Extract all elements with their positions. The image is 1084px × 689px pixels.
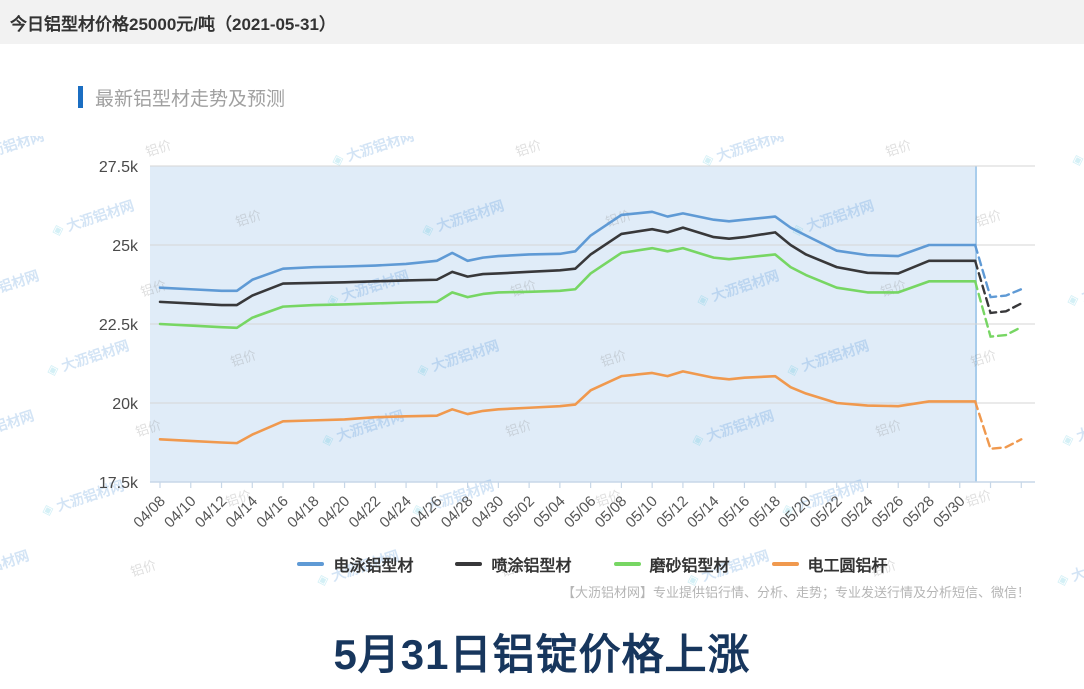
x-axis-label: 05/18	[745, 493, 784, 532]
x-axis-label: 05/10	[622, 493, 661, 532]
y-axis-label: 17.5k	[99, 475, 139, 492]
headline: 5月31日铝锭价格上涨	[333, 631, 751, 678]
price-chart[interactable]: 27.5k 25k 22.5k 20k 17.5k 04/08 04/10 04/12 04/1…	[0, 136, 1084, 556]
legend-item-3[interactable]: 电工圆铝杆	[771, 552, 888, 576]
price-banner-text: 今日铝型材价格25000元/吨（2021-05-31）	[10, 14, 336, 34]
x-axis-label: 04/22	[346, 493, 385, 532]
y-axis-label: 27.5k	[99, 159, 139, 176]
y-axis-label: 25k	[112, 238, 139, 255]
x-axis-label: 05/06	[561, 493, 600, 532]
legend-line-icon	[455, 562, 483, 566]
series-line-1	[158, 226, 977, 307]
x-axis-label: 05/14	[684, 493, 723, 532]
x-axis-label: 04/08	[130, 493, 169, 532]
chart-canvas[interactable]: 27.5k25k22.5k20k17.5k04/0804/1004/1204/1…	[0, 136, 1084, 556]
section-accent-bar	[78, 86, 83, 108]
legend-line-icon	[771, 562, 799, 566]
x-axis-label: 05/12	[653, 493, 692, 532]
legend-item-1[interactable]: 喷涂铝型材	[455, 552, 572, 576]
series-forecast-line-2	[973, 280, 1023, 338]
promo-note: 【大沥铝材网】专业提供铝行情、分析、走势；专业发送行情及分析短信、微信！	[561, 585, 1030, 600]
series-line-3	[158, 370, 977, 445]
x-axis-label: 04/30	[469, 493, 508, 532]
series-line-2	[158, 246, 977, 330]
legend-label: 磨砂铝型材	[649, 558, 730, 575]
x-axis-label: 05/22	[807, 493, 846, 532]
x-axis-label: 04/28	[438, 493, 477, 532]
x-axis-label: 04/16	[253, 493, 292, 532]
x-axis-label: 05/28	[899, 493, 938, 532]
legend-line-icon	[613, 562, 641, 566]
legend-line-icon	[297, 562, 325, 566]
x-axis-label: 04/20	[315, 493, 354, 532]
x-axis-label: 04/12	[192, 493, 231, 532]
x-axis-label: 05/02	[499, 493, 538, 532]
chart-legend: 电泳铝型材 喷涂铝型材 磨砂铝型材 电工圆铝杆	[150, 552, 1035, 576]
series-forecast-line-3	[973, 400, 1023, 451]
section-header: 最新铝型材走势及预测	[78, 84, 1084, 110]
y-axis-label: 22.5k	[99, 317, 139, 334]
x-axis-label: 05/08	[592, 493, 631, 532]
y-axis-label: 20k	[112, 396, 139, 413]
x-axis-label: 05/24	[838, 493, 877, 532]
series-line-0	[158, 210, 977, 293]
x-axis-label: 04/26	[407, 493, 446, 532]
series-forecast-line-0	[973, 243, 1023, 299]
x-axis-label: 05/16	[715, 493, 754, 532]
series-forecast-line-1	[973, 259, 1023, 315]
x-axis-label: 05/26	[868, 493, 907, 532]
section-title: 最新铝型材走势及预测	[95, 88, 286, 110]
legend-label: 喷涂铝型材	[491, 558, 572, 575]
x-axis-label: 04/18	[284, 493, 323, 532]
price-banner: 今日铝型材价格25000元/吨（2021-05-31）	[0, 0, 1084, 44]
legend-item-0[interactable]: 电泳铝型材	[297, 552, 413, 576]
x-axis-label: 05/04	[530, 493, 569, 532]
legend-label: 电工圆铝杆	[807, 558, 888, 575]
legend-item-2[interactable]: 磨砂铝型材	[613, 552, 730, 576]
legend-label: 电泳铝型材	[333, 558, 414, 575]
x-axis-label: 05/30	[930, 493, 969, 532]
x-axis-label: 04/14	[223, 493, 262, 532]
x-axis-label: 04/10	[161, 493, 200, 532]
x-axis-label: 04/24	[376, 493, 415, 532]
x-axis-label: 05/20	[776, 493, 815, 532]
chart-section: ◈大沥铝材网铝价◈大沥铝材网铝价◈大沥铝材网铝价◈大沥铝材网铝价铝价◈大沥铝材网…	[0, 136, 1084, 601]
